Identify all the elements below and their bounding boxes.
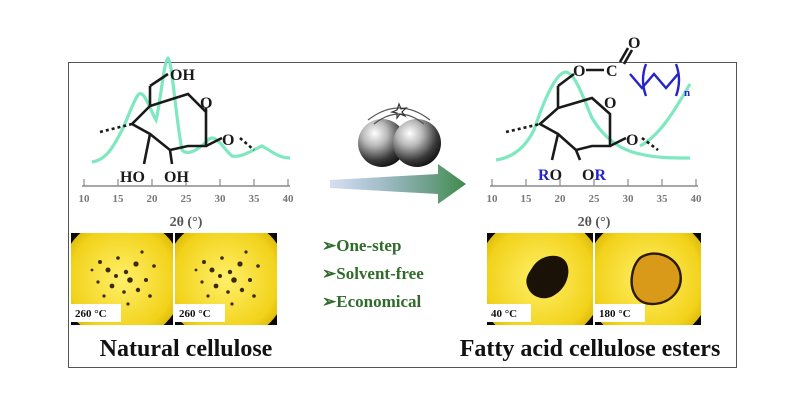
left-axis: 10 15 20 25 30 35 40 2θ (°)	[79, 179, 295, 230]
right-carbonyl-bond-a	[618, 47, 630, 63]
right-xrd-curve	[495, 70, 692, 162]
outer-frame	[68, 62, 737, 368]
right-o-right: OR	[582, 167, 606, 184]
left-tick-label: 35	[249, 193, 261, 205]
left-o-link: O	[222, 132, 234, 149]
right-tick-label: 25	[589, 193, 601, 205]
right-tick-label: 35	[657, 193, 669, 205]
right-micrograph-2: 180 °C	[595, 233, 701, 325]
left-glyco-bond	[205, 136, 223, 148]
left-ho-bottom: HO	[120, 169, 145, 186]
right-o-link: O	[626, 132, 638, 149]
left-xrd-curve	[91, 56, 291, 164]
left-oh2-bond	[168, 149, 174, 165]
left-o-ring: O	[200, 95, 212, 112]
left-ch2oh-bond	[149, 72, 169, 88]
right-micrograph-2-label: 180 °C	[599, 308, 631, 320]
left-micrograph-2: 260 °C	[175, 233, 277, 325]
right-axis-label: 2θ (°)	[578, 215, 611, 230]
left-axis-ticks	[83, 179, 289, 186]
right-c-carbon: C	[606, 63, 618, 80]
left-caption: Natural cellulose	[100, 336, 273, 362]
bullet-economical: ➢Economical	[322, 292, 422, 311]
cellulose-particles	[90, 250, 156, 306]
cellulose-particles	[194, 250, 260, 306]
left-tick-label: 30	[215, 193, 227, 205]
right-caption: Fatty acid cellulose esters	[460, 336, 721, 362]
solid-ester-particle	[526, 255, 569, 299]
right-o-carbonyl: O	[628, 35, 640, 52]
right-fatty-chain	[629, 63, 681, 97]
left-tick-label: 15	[113, 193, 125, 205]
ball-right-icon	[393, 119, 441, 167]
left-dotted-end	[239, 137, 255, 151]
right-or3-bond	[550, 133, 560, 161]
left-tick-label: 25	[181, 193, 193, 205]
right-xrd-trace	[495, 70, 691, 162]
left-ring-bonds	[129, 92, 208, 152]
right-tick-label: 30	[623, 193, 635, 205]
left-micrograph-1-label: 260 °C	[75, 308, 107, 320]
molten-ester-droplet	[630, 252, 682, 306]
left-micrograph-2-label: 260 °C	[179, 308, 211, 320]
right-micrograph-1-label: 40 °C	[491, 308, 517, 320]
right-carbonyl-bond-b	[622, 49, 634, 65]
right-micrograph-1: 40 °C	[487, 233, 593, 325]
left-tick-label: 20	[147, 193, 159, 205]
right-tick-label: 10	[487, 193, 499, 205]
right-o-ring: O	[604, 95, 616, 112]
left-xrd-trace	[91, 56, 291, 164]
left-tick-label: 10	[79, 193, 91, 205]
right-o-left: RO	[538, 167, 562, 184]
right-tick-label: 15	[521, 193, 533, 205]
right-axis-ticks	[491, 179, 697, 186]
impact-spark-icon	[367, 102, 431, 125]
advantages-list: ➢One-step ➢Solvent-free ➢Economical	[322, 236, 424, 311]
right-axis: 10 15 20 25 30 35 40 2θ (°)	[487, 179, 703, 230]
right-tick-label: 20	[555, 193, 567, 205]
right-ch2o-bond	[557, 72, 575, 88]
left-dotted-start	[99, 122, 133, 134]
right-ester-structure	[505, 47, 659, 161]
right-tick-label: 40	[691, 193, 703, 205]
bullet-one-step: ➢One-step	[322, 236, 401, 255]
left-axis-label: 2θ (°)	[170, 215, 203, 230]
left-tick-label: 40	[283, 193, 295, 205]
left-oh3-bond	[142, 133, 152, 165]
right-o-chain: O	[573, 63, 585, 80]
left-cellulose-structure	[99, 72, 255, 165]
bullet-solvent-free: ➢Solvent-free	[322, 264, 424, 283]
right-n-subscript: n	[684, 87, 690, 99]
right-xrd-rise	[639, 83, 692, 148]
ball-left-icon	[358, 119, 406, 167]
right-or2-bond	[574, 149, 582, 161]
ball-mill-icon	[358, 102, 441, 167]
left-oh-top: OH	[170, 67, 195, 84]
right-glyco-bond	[609, 136, 627, 148]
left-oh-bottom: OH	[164, 169, 189, 186]
reaction-arrow-icon	[330, 164, 466, 204]
right-ring-bonds	[537, 96, 612, 152]
left-micrograph-1: 260 °C	[71, 233, 173, 325]
